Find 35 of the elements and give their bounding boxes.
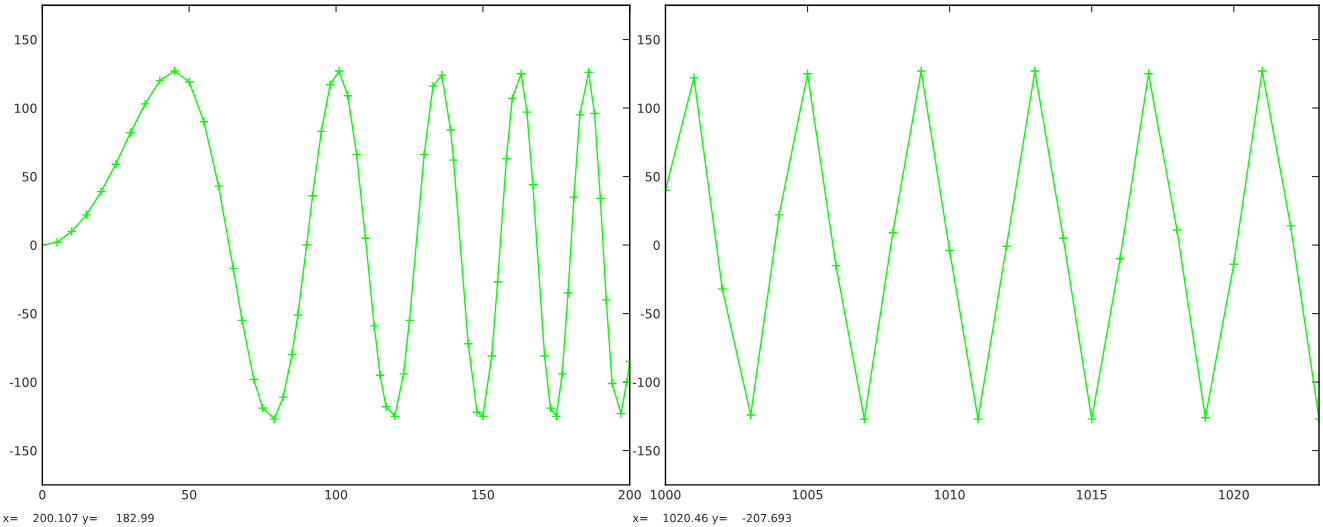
- y-tick-label: 100: [638, 103, 660, 113]
- y-tick-label: 150: [14, 35, 37, 45]
- y-tick-label: -100: [9, 377, 37, 387]
- point: [745, 410, 756, 420]
- y-tick-label: 0: [30, 240, 37, 250]
- x-tick-label: 150: [472, 489, 494, 500]
- y-tick-label: 100: [14, 103, 37, 113]
- point: [689, 73, 699, 83]
- x-tick-label: 1000: [650, 489, 681, 500]
- y-tick-label: 150: [638, 35, 660, 45]
- x-tick-label: 50: [182, 489, 197, 500]
- y-tick-label: -50: [17, 309, 37, 319]
- point: [1285, 221, 1296, 231]
- x-tick-label: 200: [618, 489, 641, 500]
- point: [1172, 225, 1182, 235]
- x-tick-label: 100: [325, 489, 348, 500]
- text: x= 200.107 y= 182.99: [2, 513, 154, 525]
- x-tick-label: 1020: [1219, 489, 1249, 500]
- y-tick-label: -100: [632, 377, 660, 387]
- y-tick-label: -150: [632, 446, 660, 456]
- point: [831, 260, 841, 271]
- x-tick-label: 1015: [1077, 489, 1107, 500]
- y-tick-label: -50: [640, 309, 660, 319]
- point: [859, 414, 870, 424]
- y-tick-label: 50: [22, 172, 37, 182]
- y-tick-label: 50: [645, 172, 660, 182]
- point: [1115, 253, 1125, 264]
- x-tick-label: 1010: [935, 489, 965, 500]
- point: [774, 210, 784, 220]
- x-tick-label: 1005: [793, 489, 823, 500]
- point: [717, 284, 728, 294]
- y-tick-label: 0: [653, 240, 660, 250]
- text: x= 1020.46 y= -207.693: [632, 513, 791, 525]
- x-tick-label: 0: [39, 489, 46, 500]
- y-tick-label: -150: [9, 446, 37, 456]
